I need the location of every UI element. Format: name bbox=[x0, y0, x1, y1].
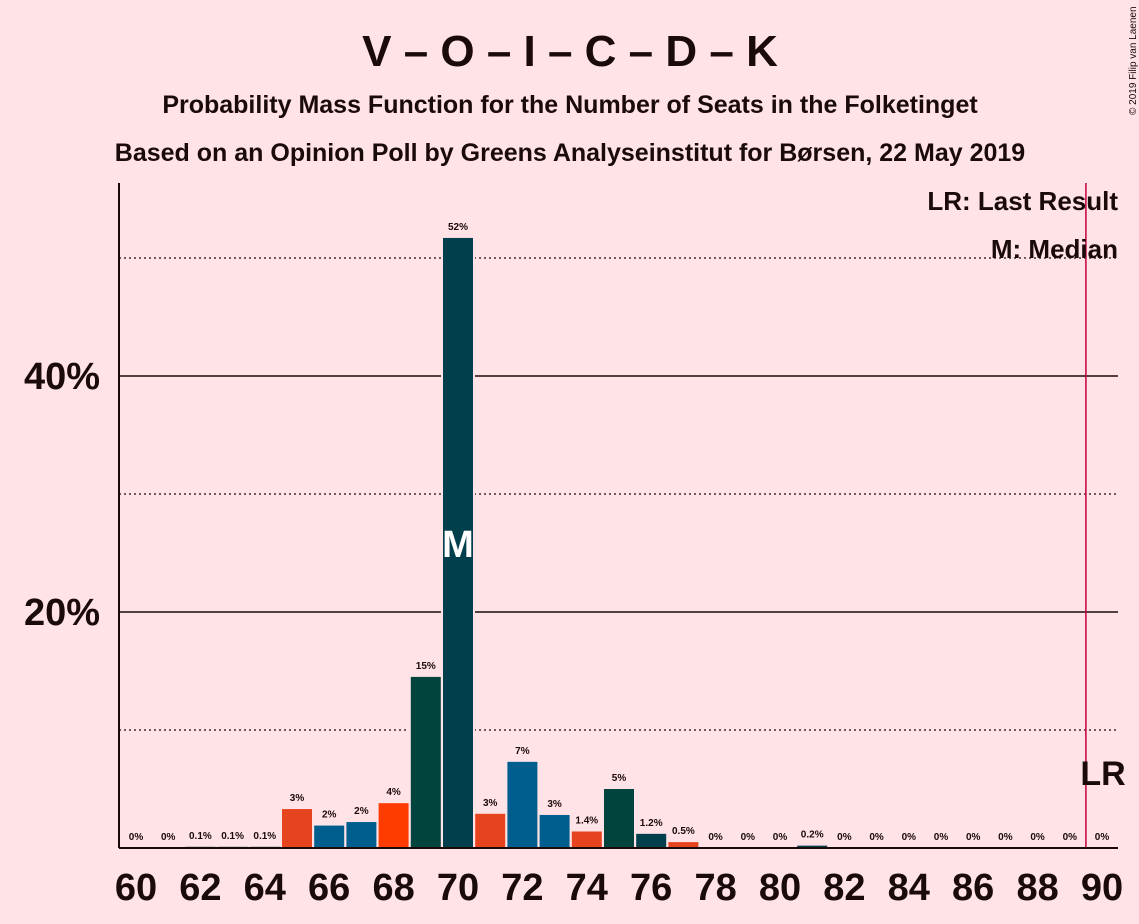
x-tick-label: 88 bbox=[1016, 867, 1058, 909]
x-tick-label: 84 bbox=[888, 867, 930, 909]
x-tick-label: 66 bbox=[308, 867, 350, 909]
bar-value-label: 0% bbox=[741, 832, 756, 843]
bar-value-label: 0.1% bbox=[253, 831, 276, 842]
bar-value-label: 4% bbox=[386, 787, 401, 798]
bar-value-label: 2% bbox=[354, 806, 369, 817]
x-tick-label: 60 bbox=[115, 867, 157, 909]
legend-last-result: LR: Last Result bbox=[927, 186, 1118, 216]
labels-layer: 0% 0% 0.1% 0.1% 0.1% 3% 2% 2% 4% 15% 52% 3% 7% 3% 1.4%… bbox=[129, 222, 1110, 843]
bar-value-label: 0% bbox=[837, 832, 852, 843]
bar bbox=[314, 825, 345, 848]
grid-layer bbox=[119, 237, 1118, 848]
x-tick-label: 82 bbox=[823, 867, 865, 909]
legend-median: M: Median bbox=[991, 234, 1118, 264]
bar bbox=[797, 845, 828, 848]
bar bbox=[604, 789, 634, 848]
bar-value-label: 3% bbox=[483, 798, 498, 809]
bar-value-label: 7% bbox=[515, 746, 530, 757]
bar bbox=[410, 676, 441, 848]
y-tick-label: 40% bbox=[24, 356, 100, 398]
bar bbox=[346, 822, 377, 848]
x-tick-label: 74 bbox=[566, 867, 608, 909]
bar-value-label: 0% bbox=[773, 832, 788, 843]
x-tick-label: 76 bbox=[630, 867, 672, 909]
bar-value-label: 5% bbox=[612, 773, 627, 784]
bar bbox=[507, 761, 538, 848]
bar-value-label: 0% bbox=[902, 832, 917, 843]
bar-value-label: 0% bbox=[1095, 832, 1110, 843]
median-marker: M bbox=[442, 524, 474, 566]
bar-value-label: 0% bbox=[129, 832, 144, 843]
y-tick-label: 20% bbox=[24, 592, 100, 634]
bar-value-label: 3% bbox=[547, 799, 562, 810]
bar bbox=[443, 237, 473, 848]
bar-value-label: 0% bbox=[1063, 832, 1078, 843]
bar-value-label: 0% bbox=[966, 832, 981, 843]
bar bbox=[475, 813, 506, 848]
bar-value-label: 0% bbox=[1030, 832, 1045, 843]
bar-value-label: 2% bbox=[322, 810, 337, 821]
bar-value-label: 0% bbox=[934, 832, 949, 843]
bar-value-label: 0.1% bbox=[189, 831, 212, 842]
bar-value-label: 15% bbox=[416, 661, 436, 672]
bar-value-label: 1.2% bbox=[640, 818, 663, 829]
x-tick-label: 86 bbox=[952, 867, 994, 909]
chart-title: V – O – I – C – D – K bbox=[362, 27, 778, 76]
bar-value-label: 0.1% bbox=[221, 831, 244, 842]
bar bbox=[668, 842, 699, 848]
x-tick-label: 64 bbox=[244, 867, 286, 909]
x-tick-label: 62 bbox=[179, 867, 221, 909]
bar-value-label: 0% bbox=[869, 832, 884, 843]
bars-layer bbox=[185, 237, 828, 848]
x-tick-label: 80 bbox=[759, 867, 801, 909]
chart-subtitle: Probability Mass Function for the Number… bbox=[162, 91, 978, 119]
chart-subtitle-2: Based on an Opinion Poll by Greens Analy… bbox=[115, 139, 1025, 167]
bar-value-label: 3% bbox=[290, 793, 305, 804]
bar-value-label: 0.5% bbox=[672, 826, 695, 837]
x-tick-label: 72 bbox=[501, 867, 543, 909]
x-tick-label: 68 bbox=[372, 867, 414, 909]
bar-value-label: 52% bbox=[448, 222, 468, 233]
x-tick-label: 90 bbox=[1081, 867, 1123, 909]
x-tick-label: 78 bbox=[694, 867, 736, 909]
bar-value-label: 0.2% bbox=[801, 830, 824, 841]
bar bbox=[636, 833, 667, 848]
bar bbox=[571, 831, 602, 848]
bar-value-label: 0% bbox=[708, 832, 723, 843]
x-tick-label: 70 bbox=[437, 867, 479, 909]
bar-value-label: 1.4% bbox=[575, 815, 598, 826]
bar bbox=[539, 814, 570, 848]
axes-layer: 20% 40% LR 60 62 64 66 68 70 72 74 76 78 80 82 84 86 88 90 bbox=[24, 183, 1126, 909]
bar-value-label: 0% bbox=[998, 832, 1013, 843]
bar-value-label: 0% bbox=[161, 832, 176, 843]
bar bbox=[378, 803, 409, 848]
bar bbox=[282, 809, 312, 848]
last-result-marker: LR bbox=[1080, 755, 1125, 793]
copyright-note: © 2019 Filip van Laenen bbox=[1128, 6, 1139, 115]
